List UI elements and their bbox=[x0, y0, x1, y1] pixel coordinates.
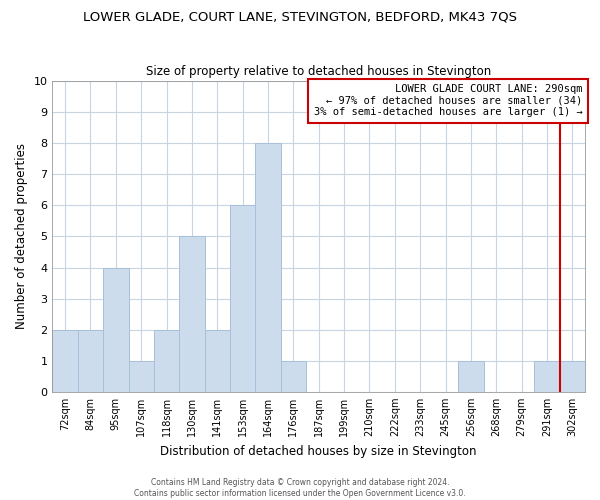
Bar bbox=[179, 236, 205, 392]
Text: Contains HM Land Registry data © Crown copyright and database right 2024.
Contai: Contains HM Land Registry data © Crown c… bbox=[134, 478, 466, 498]
Bar bbox=[205, 330, 230, 392]
Text: LOWER GLADE, COURT LANE, STEVINGTON, BEDFORD, MK43 7QS: LOWER GLADE, COURT LANE, STEVINGTON, BED… bbox=[83, 10, 517, 23]
Bar bbox=[128, 360, 154, 392]
Bar bbox=[103, 268, 128, 392]
Bar bbox=[78, 330, 103, 392]
Bar bbox=[52, 330, 78, 392]
Y-axis label: Number of detached properties: Number of detached properties bbox=[15, 144, 28, 330]
X-axis label: Distribution of detached houses by size in Stevington: Distribution of detached houses by size … bbox=[160, 444, 477, 458]
Title: Size of property relative to detached houses in Stevington: Size of property relative to detached ho… bbox=[146, 66, 491, 78]
Bar bbox=[281, 360, 306, 392]
Bar bbox=[560, 360, 585, 392]
Text: LOWER GLADE COURT LANE: 290sqm
← 97% of detached houses are smaller (34)
3% of s: LOWER GLADE COURT LANE: 290sqm ← 97% of … bbox=[314, 84, 583, 117]
Bar bbox=[154, 330, 179, 392]
Bar bbox=[230, 206, 256, 392]
Bar bbox=[534, 360, 560, 392]
Bar bbox=[256, 143, 281, 392]
Bar bbox=[458, 360, 484, 392]
